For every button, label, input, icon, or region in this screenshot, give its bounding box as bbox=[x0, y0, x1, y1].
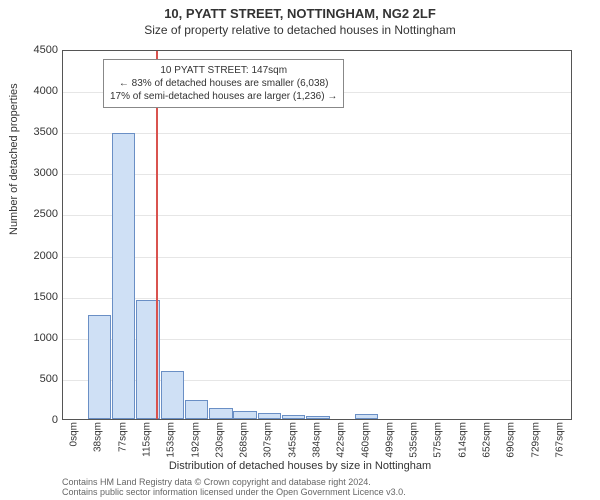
chart-titles: 10, PYATT STREET, NOTTINGHAM, NG2 2LF Si… bbox=[0, 0, 600, 37]
footer-attribution: Contains HM Land Registry data © Crown c… bbox=[62, 478, 406, 498]
x-tick-label: 460sqm bbox=[360, 422, 371, 458]
histogram-bar bbox=[161, 371, 184, 419]
x-tick-label: 422sqm bbox=[336, 422, 347, 458]
x-tick-label: 77sqm bbox=[117, 422, 128, 452]
y-tick-label: 4500 bbox=[8, 44, 58, 56]
y-tick-label: 0 bbox=[8, 414, 58, 426]
x-tick-label: 153sqm bbox=[166, 422, 177, 458]
grid-line bbox=[63, 174, 571, 175]
histogram-bar bbox=[258, 413, 281, 419]
annotation-box: 10 PYATT STREET: 147sqm← 83% of detached… bbox=[103, 59, 344, 108]
grid-line bbox=[63, 133, 571, 134]
x-tick-label: 535sqm bbox=[409, 422, 420, 458]
x-tick-label: 690sqm bbox=[506, 422, 517, 458]
x-tick-label: 345sqm bbox=[287, 422, 298, 458]
histogram-bar bbox=[88, 315, 111, 419]
y-tick-label: 4000 bbox=[8, 85, 58, 97]
title-line-1: 10, PYATT STREET, NOTTINGHAM, NG2 2LF bbox=[0, 6, 600, 21]
x-tick-label: 0sqm bbox=[69, 422, 80, 446]
y-tick-label: 2000 bbox=[8, 250, 58, 262]
y-tick-label: 1500 bbox=[8, 291, 58, 303]
x-tick-label: 767sqm bbox=[554, 422, 565, 458]
histogram-bar bbox=[306, 416, 329, 419]
y-tick-label: 3000 bbox=[8, 167, 58, 179]
y-tick-label: 1000 bbox=[8, 332, 58, 344]
x-axis-label: Distribution of detached houses by size … bbox=[0, 460, 600, 472]
grid-line bbox=[63, 215, 571, 216]
x-tick-label: 729sqm bbox=[530, 422, 541, 458]
x-tick-label: 384sqm bbox=[312, 422, 323, 458]
x-tick-label: 499sqm bbox=[384, 422, 395, 458]
y-tick-label: 3500 bbox=[8, 126, 58, 138]
footer-line-2: Contains public sector information licen… bbox=[62, 488, 406, 498]
y-tick-label: 2500 bbox=[8, 208, 58, 220]
histogram-bar bbox=[233, 411, 256, 419]
x-tick-label: 192sqm bbox=[190, 422, 201, 458]
histogram-bar bbox=[112, 133, 135, 419]
x-tick-label: 268sqm bbox=[239, 422, 250, 458]
plot-area: 10 PYATT STREET: 147sqm← 83% of detached… bbox=[62, 50, 572, 420]
histogram-bar bbox=[282, 415, 305, 419]
annotation-line: ← 83% of detached houses are smaller (6,… bbox=[110, 77, 337, 90]
x-tick-label: 614sqm bbox=[457, 422, 468, 458]
x-tick-label: 652sqm bbox=[482, 422, 493, 458]
y-tick-label: 500 bbox=[8, 373, 58, 385]
histogram-bar bbox=[355, 414, 378, 419]
x-tick-label: 307sqm bbox=[263, 422, 274, 458]
grid-line bbox=[63, 257, 571, 258]
x-tick-label: 115sqm bbox=[142, 422, 153, 457]
title-line-2: Size of property relative to detached ho… bbox=[0, 23, 600, 37]
annotation-line: 17% of semi-detached houses are larger (… bbox=[110, 90, 337, 103]
x-tick-label: 38sqm bbox=[93, 422, 104, 452]
annotation-line: 10 PYATT STREET: 147sqm bbox=[110, 64, 337, 77]
histogram-bar bbox=[209, 408, 232, 420]
x-tick-label: 230sqm bbox=[214, 422, 225, 458]
grid-line bbox=[63, 298, 571, 299]
histogram-bar bbox=[185, 400, 208, 419]
x-tick-label: 575sqm bbox=[433, 422, 444, 458]
